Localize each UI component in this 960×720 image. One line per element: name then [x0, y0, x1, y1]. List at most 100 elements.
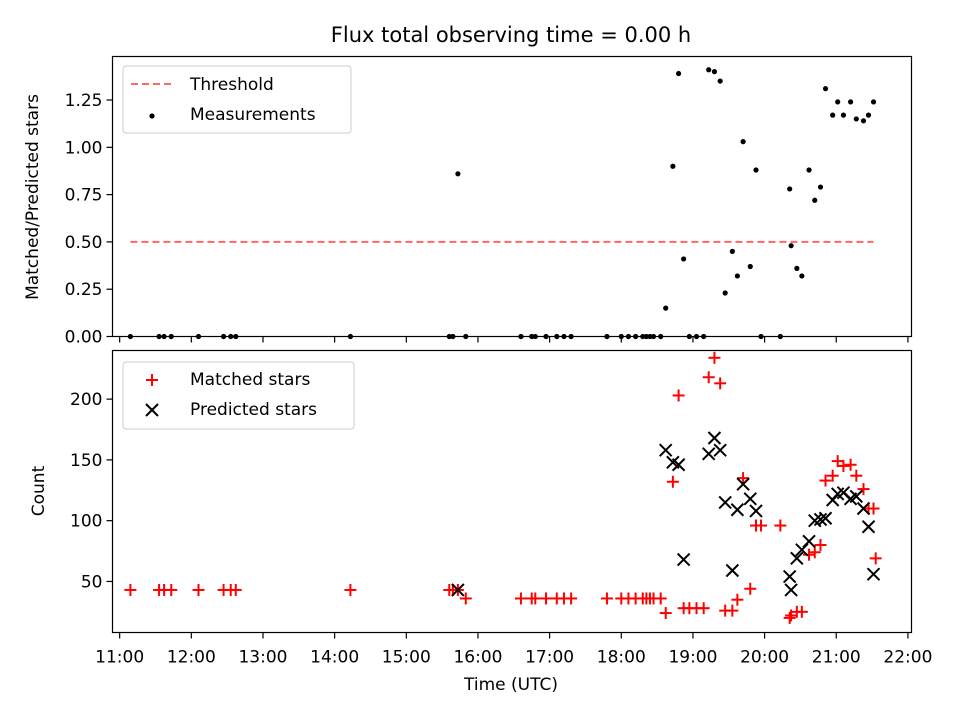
matched-star-point: [808, 546, 821, 559]
x-axis-label: Time (UTC): [463, 675, 558, 695]
matched-star-point: [192, 583, 205, 596]
measurement-point: [717, 78, 723, 84]
measurement-point: [806, 167, 812, 173]
matched-star-point: [867, 502, 880, 515]
measurement-point: [734, 273, 740, 279]
legend-measurements-marker: [149, 113, 155, 119]
matched-star-point: [659, 607, 672, 620]
xtick-label: 22:00: [883, 648, 932, 668]
predicted-star-point: [659, 443, 673, 457]
matched-star-point: [837, 459, 850, 472]
legend-threshold-label: Threshold: [189, 75, 274, 95]
matched-star-point: [666, 475, 679, 488]
measurement-point: [455, 171, 461, 177]
xtick-label: 20:00: [740, 648, 789, 668]
matched-star-point: [826, 469, 839, 482]
measurement-point: [681, 256, 687, 262]
measurement-point: [676, 70, 682, 77]
predicted-star-point: [849, 489, 864, 504]
measurement-point: [835, 99, 841, 105]
predicted-star-point: [713, 443, 727, 457]
matched-star-point: [795, 605, 808, 618]
matched-star-point: [726, 604, 739, 617]
top-legend-box: [122, 65, 352, 134]
matched-star-point: [672, 389, 685, 402]
xtick-label: 18:00: [597, 648, 646, 668]
measurement-point: [847, 99, 854, 105]
measurement-point: [706, 67, 712, 73]
measurement-point: [753, 167, 759, 173]
top-y-axis-label: Matched/Predicted stars: [23, 94, 43, 300]
predicted-star-point: [725, 563, 740, 578]
top-panel: 0.00 0.25 0.50 0.75 1.00 1.25 Matched/Predict…: [23, 55, 913, 348]
measurement-point: [729, 248, 735, 254]
measurement-point: [870, 99, 877, 105]
matched-star-point: [702, 371, 715, 384]
measurement-point: [670, 163, 676, 169]
top-axis-ticks: 0.00 0.25 0.50 0.75 1.00 1.25: [65, 91, 909, 348]
matched-star-point: [803, 548, 816, 561]
xtick-label: 17:00: [525, 648, 574, 668]
bottom-ytick-label: 100: [70, 512, 102, 532]
bottom-y-axis-label: Count: [29, 465, 49, 516]
legend-predicted-marker: [145, 403, 159, 417]
legend-matched-marker: [146, 374, 158, 386]
predicted-star-point: [802, 534, 816, 549]
top-ytick-label: 0.50: [65, 233, 103, 253]
measurement-point: [722, 290, 728, 296]
predicted-star-point: [707, 431, 722, 445]
matched-star-point: [857, 483, 870, 496]
matched-star-point: [540, 592, 553, 605]
matched-star-point: [565, 592, 578, 605]
matched-star-point: [600, 592, 613, 605]
predicted-star-point: [856, 501, 871, 516]
matched-star-point: [755, 519, 768, 532]
legend-measurements-label: Measurements: [190, 105, 316, 125]
measurement-point: [830, 112, 836, 118]
top-ytick-label: 0.25: [65, 280, 103, 300]
xtick-label: 12:00: [167, 648, 216, 668]
matched-star-point: [774, 519, 787, 532]
xtick-label: 13:00: [238, 648, 287, 668]
predicted-star-point: [861, 520, 876, 534]
matched-star-point: [124, 583, 137, 596]
measurement-point: [663, 305, 669, 311]
figure-title: Flux total observing time = 0.00 h: [331, 23, 691, 47]
predicted-star-point: [813, 512, 828, 527]
predicted-star-point: [749, 504, 763, 518]
xtick-label: 16:00: [453, 648, 502, 668]
top-ytick-label: 1.25: [65, 91, 103, 111]
measurement-point: [860, 118, 867, 124]
measurement-point: [865, 112, 872, 118]
legend-predicted-label: Predicted stars: [190, 400, 317, 420]
top-ytick-label: 0.00: [65, 328, 103, 348]
predicted-star-point: [866, 567, 881, 581]
top-ytick-label: 0.75: [65, 186, 103, 206]
predicted-star-point: [782, 569, 797, 584]
matched-star-point: [869, 552, 882, 565]
predicted-star-point: [730, 503, 745, 517]
measurement-point: [817, 184, 824, 190]
measurement-point: [711, 69, 718, 75]
measurement-point: [840, 112, 847, 118]
measurement-point: [799, 273, 805, 279]
matched-star-point: [459, 592, 472, 605]
top-legend: Threshold Measurements: [122, 65, 352, 134]
measurement-point: [822, 86, 829, 92]
bottom-ytick-label: 200: [70, 390, 102, 410]
matched-star-point: [529, 592, 542, 605]
matched-star-point: [344, 583, 357, 596]
top-axes-frame: [111, 55, 913, 338]
measurement-point: [853, 116, 859, 122]
xtick-label: 15:00: [382, 648, 431, 668]
matched-star-point: [731, 593, 744, 606]
xtick-label: 21:00: [812, 648, 861, 668]
xtick-label: 14:00: [310, 648, 359, 668]
predicted-star-point: [671, 458, 686, 472]
predicted-star-point: [790, 551, 804, 566]
bottom-plot-marks: [124, 351, 882, 624]
matched-star-point: [783, 611, 796, 624]
matched-star-point: [708, 351, 721, 364]
matched-star-point: [744, 582, 757, 595]
